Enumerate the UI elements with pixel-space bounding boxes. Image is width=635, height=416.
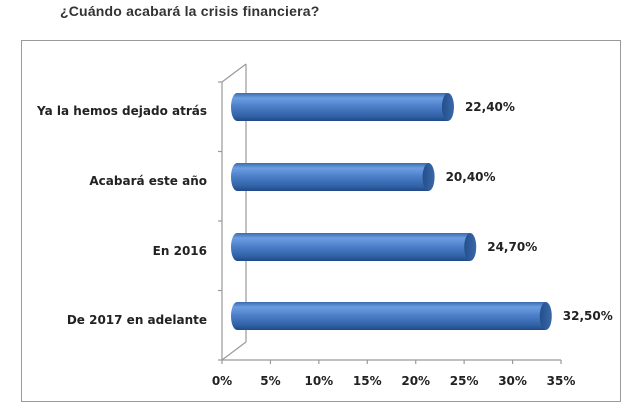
- x-tick-label: 25%: [450, 374, 479, 388]
- chart-frame: [21, 40, 621, 402]
- x-tick-label: 35%: [547, 374, 576, 388]
- category-label: En 2016: [153, 244, 207, 258]
- value-label: 32,50%: [563, 309, 613, 323]
- x-tick-label: 30%: [498, 374, 527, 388]
- bars: [231, 93, 552, 330]
- labels: 0% 5% 10% 15% 20% 25% 30% 35% 22,40% Ya la hemos …: [36, 100, 613, 388]
- value-label: 24,70%: [487, 240, 537, 254]
- x-tick-label: 0%: [212, 374, 232, 388]
- x-tick-label: 5%: [260, 374, 280, 388]
- category-label: De 2017 en adelante: [67, 313, 207, 327]
- bar: [231, 93, 454, 121]
- value-label: 20,40%: [446, 170, 496, 184]
- x-tick-label: 20%: [401, 374, 430, 388]
- bottom-depth-edge: [221, 341, 247, 361]
- bar: [231, 233, 477, 261]
- x-tick-label: 15%: [353, 374, 382, 388]
- top-depth-edge: [221, 63, 247, 83]
- bar: [231, 302, 552, 330]
- value-label: 22,40%: [465, 100, 515, 114]
- bar: [231, 163, 435, 191]
- chart-title: ¿Cuándo acabará la crisis financiera?: [60, 3, 320, 19]
- category-label: Ya la hemos dejado atrás: [36, 104, 207, 118]
- category-label: Acabará este año: [89, 174, 207, 188]
- x-tick-label: 10%: [304, 374, 333, 388]
